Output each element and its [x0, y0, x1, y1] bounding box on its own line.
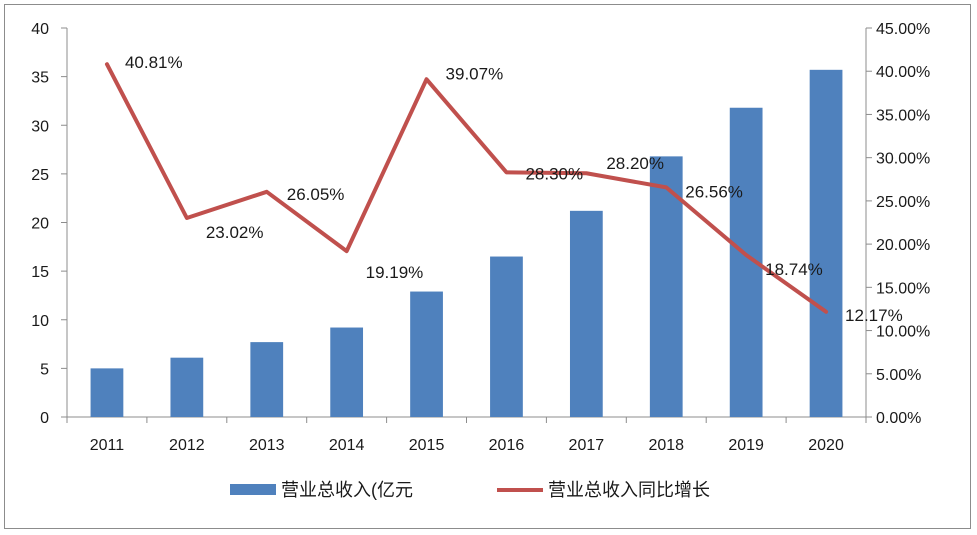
y2-tick-label: 35.00%	[876, 107, 930, 124]
bar	[410, 291, 443, 417]
y-tick-label: 35	[31, 70, 49, 87]
bar	[170, 357, 204, 417]
x-tick-label: 2017	[569, 437, 605, 454]
axes: 0 5 10 15 20 25 30 35 40 0.00% 5.00% 10.00% 15.00% 20…	[31, 21, 930, 454]
x-tick-label: 2013	[249, 437, 285, 454]
x-tick-label: 2011	[90, 437, 125, 454]
bar	[490, 256, 523, 417]
y2-tick-label: 45.00%	[876, 21, 930, 38]
data-label: 18.74%	[765, 260, 823, 279]
data-label: 28.30%	[525, 164, 583, 183]
x-tick-label: 2014	[329, 437, 365, 454]
data-label: 28.20%	[606, 154, 664, 173]
y2-tick-label: 20.00%	[876, 237, 930, 254]
growth-line	[104, 62, 829, 314]
x-tick-label: 2015	[409, 437, 445, 454]
y2-tick-label: 0.00%	[876, 410, 921, 427]
y2-tick-label: 15.00%	[876, 280, 930, 297]
chart: 0 5 10 15 20 25 30 35 40 0.00% 5.00% 10.00% 15.00% 20…	[31, 21, 930, 500]
chart-frame: 0 5 10 15 20 25 30 35 40 0.00% 5.00% 10.00% 15.00% 20…	[4, 4, 971, 529]
bar-series	[90, 69, 843, 418]
bar	[569, 210, 603, 417]
y-tick-label: 10	[31, 313, 49, 330]
y2-tick-label: 40.00%	[876, 64, 930, 81]
x-tick-label: 2016	[489, 437, 525, 454]
bar	[250, 342, 284, 417]
data-label: 39.07%	[446, 64, 504, 83]
data-label: 12.17%	[845, 306, 903, 325]
y-tick-label: 5	[40, 361, 49, 378]
y-tick-label: 15	[31, 264, 49, 281]
y2-tick-label: 5.00%	[876, 367, 921, 384]
y2-tick-label: 25.00%	[876, 194, 930, 211]
y-tick-label: 25	[31, 167, 49, 184]
bar	[330, 327, 364, 417]
data-labels: 40.81% 23.02% 26.05% 19.19% 39.07% 28.30% 28.2…	[125, 53, 903, 325]
legend: 营业总收入(亿元 营业总收入同比增长	[230, 480, 710, 500]
data-label: 26.05%	[287, 185, 345, 204]
y-tick-label: 0	[40, 410, 49, 427]
y2-tick-label: 30.00%	[876, 151, 930, 168]
data-label: 23.02%	[206, 223, 264, 242]
y2-tick-label: 10.00%	[876, 324, 930, 341]
x-tick-label: 2018	[648, 437, 684, 454]
bar	[649, 156, 683, 417]
bar	[90, 368, 124, 417]
x-tick-label: 2012	[169, 437, 205, 454]
data-label: 19.19%	[366, 263, 424, 282]
y-tick-label: 40	[31, 21, 49, 38]
y-tick-label: 30	[31, 118, 49, 135]
legend-swatch-bar	[230, 484, 276, 495]
data-label: 40.81%	[125, 53, 183, 72]
bar	[809, 69, 843, 417]
x-tick-label: 2020	[808, 437, 844, 454]
legend-label-bar: 营业总收入(亿元	[281, 480, 413, 500]
x-tick-label: 2019	[728, 437, 764, 454]
y-tick-label: 20	[31, 216, 49, 233]
legend-label-line: 营业总收入同比增长	[548, 480, 710, 500]
line-series	[104, 62, 829, 314]
data-label: 26.56%	[685, 182, 743, 201]
